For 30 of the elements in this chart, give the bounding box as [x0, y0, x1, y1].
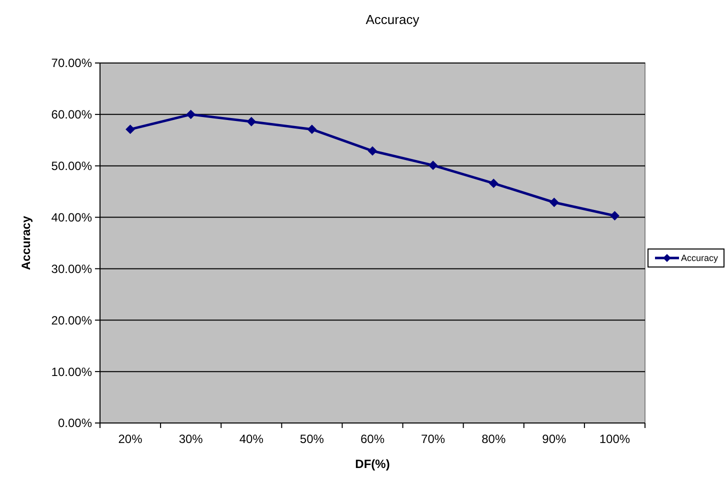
x-tick-label: 60%: [360, 432, 385, 446]
x-tick-label: 90%: [542, 432, 566, 446]
x-tick-label: 40%: [239, 432, 264, 446]
x-tick-label: 100%: [599, 432, 630, 446]
point: [246, 117, 256, 126]
y-tick-label: 20.00%: [51, 313, 92, 328]
point: [186, 110, 196, 119]
y-tick-label: 10.00%: [51, 364, 92, 379]
point: [489, 178, 498, 188]
point: [307, 124, 316, 134]
y-tick-label: 30.00%: [51, 262, 92, 276]
y-tick-label: 70.00%: [51, 56, 92, 70]
x-tick-label: 80%: [482, 432, 506, 446]
x-tick-label: 50%: [300, 432, 324, 446]
chart-title: Accuracy: [366, 12, 420, 27]
y-tick-label: 50.00%: [51, 159, 92, 174]
point: [550, 198, 559, 207]
y-tick-label: 0.00%: [58, 416, 92, 430]
y-axis-title: Accuracy: [19, 216, 33, 270]
x-axis-title: DF(%): [355, 457, 390, 471]
y-tick-label: 60.00%: [51, 108, 92, 122]
point: [368, 146, 377, 156]
point: [126, 124, 135, 134]
x-tick-label: 70%: [421, 432, 446, 446]
point: [610, 211, 620, 220]
legend-label: Accuracy: [681, 253, 719, 264]
x-tick-label: 30%: [178, 432, 204, 446]
point: [428, 160, 438, 170]
y-tick-label: 40.00%: [51, 210, 92, 224]
x-tick-label: 20%: [118, 432, 143, 446]
